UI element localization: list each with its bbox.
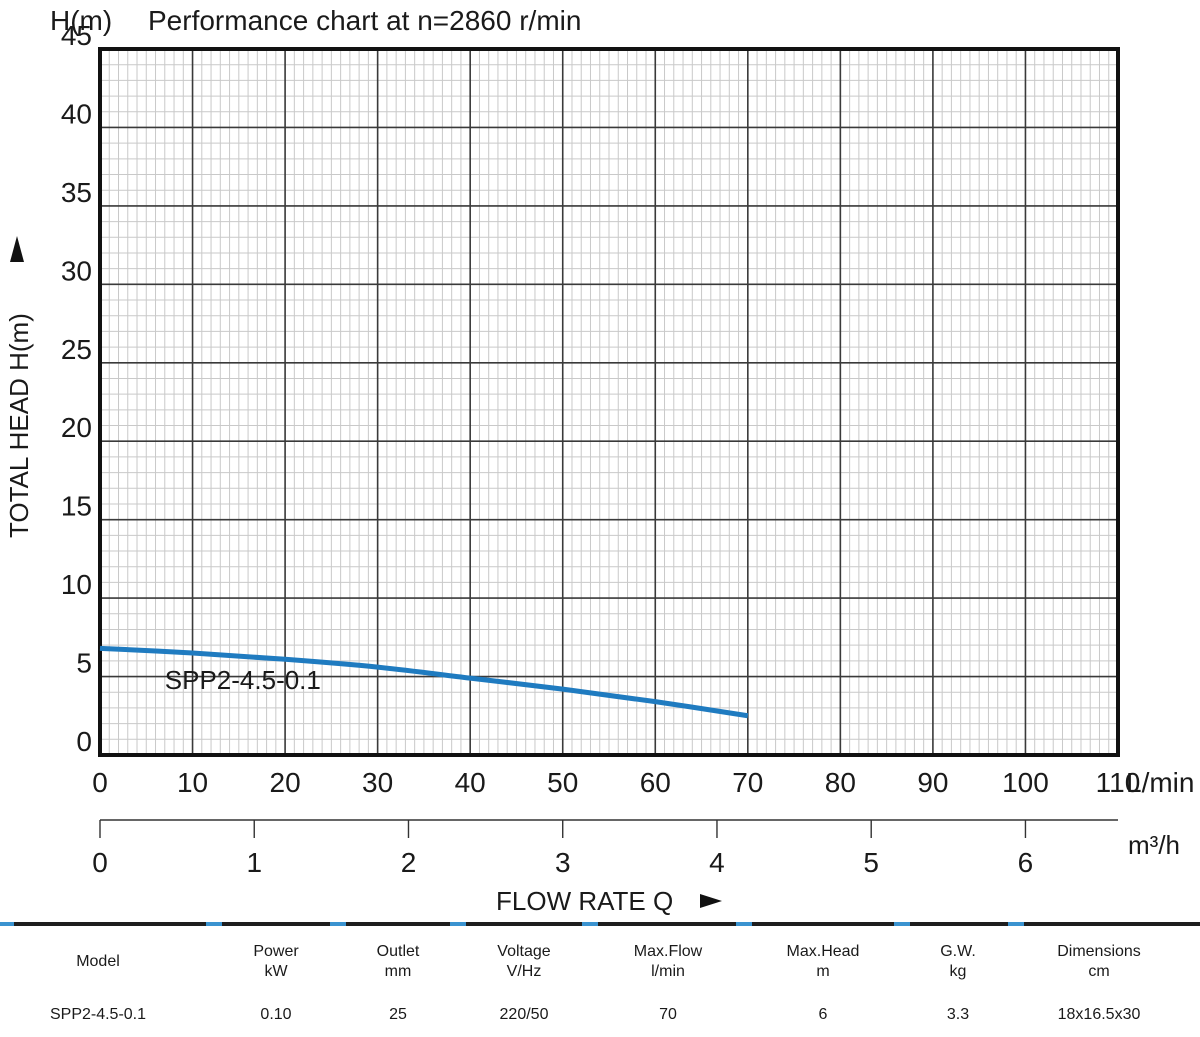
x2-tick-label: 3 [555,847,571,878]
x-tick-label: 70 [732,767,763,798]
cell-max-flow: 70 [659,1006,677,1023]
header-label: Voltage [497,943,551,960]
x-tick-label: 20 [270,767,301,798]
cell-outlet: 25 [389,1006,407,1023]
y-axis-arrow-icon [10,236,24,262]
y-tick-label: 35 [61,177,92,208]
y-tick-label: 20 [61,412,92,443]
spec-row: SPP2-4.5-0.1 0.10 25 220/50 70 6 3.3 18x… [0,994,1200,1036]
secondary-axis [99,819,1118,838]
x2-tick-label: 4 [709,847,725,878]
y-tick-labels: 0 5 10 15 20 25 30 35 40 45 [61,20,92,757]
x-tick-label: 0 [92,767,108,798]
header-unit: kg [949,963,967,980]
header-label: G.W. [940,943,976,960]
x-tick-label: 60 [640,767,671,798]
x2-tick-label: 5 [863,847,879,878]
x-tick-label: 100 [1002,767,1049,798]
chart-title: Performance chart at n=2860 r/min [148,5,581,36]
cell-dimensions: 18x16.5x30 [1057,1006,1141,1023]
y-tick-label: 5 [76,648,92,679]
x-tick-label: 10 [177,767,208,798]
x-axis-label: FLOW RATE Q [496,886,673,916]
separator-mark [582,922,598,926]
separator-mark [330,922,346,926]
header-model: Model [0,930,196,994]
cell-gw: 3.3 [946,1006,970,1023]
header-label: Model [76,953,120,970]
y-unit-label: H(m) [50,5,112,36]
y-tick-label: 40 [61,98,92,129]
cell-model: SPP2-4.5-0.1 [49,1006,147,1023]
header-unit: kW [264,963,288,980]
series-layer: SPP2-4.5-0.1 [99,645,749,719]
y-tick-label: 30 [61,255,92,286]
x-tick-label: 30 [362,767,393,798]
spec-header-row: Model Power kW Outlet mm Voltage V/Hz Max.F… [0,930,1200,994]
separator-mark [894,922,910,926]
header-max-head: Max.Head m [728,930,918,994]
y-tick-label: 45 [61,20,92,51]
header-unit: mm [384,963,412,980]
header-outlet: Outlet mm [356,930,440,994]
performance-chart: H(m) Performance chart at n=2860 r/min 0… [4,5,1194,916]
separator-mark [450,922,466,926]
cell-max-head: 6 [818,1006,828,1023]
header-unit: l/min [651,963,685,980]
cell-voltage: 220/50 [499,1006,549,1023]
header-label: Power [253,943,299,960]
x2-unit-label: m³/h [1128,830,1180,860]
series-label: SPP2-4.5-0.1 [165,665,321,695]
x2-tick-label: 2 [401,847,417,878]
plot-frame [98,47,1120,757]
header-dimensions: Dimensions cm [998,930,1200,994]
y-tick-label: 0 [76,726,92,757]
x2-tick-label: 6 [1018,847,1034,878]
header-power: Power kW [196,930,356,994]
separator-mark [736,922,752,926]
header-unit: cm [1088,963,1110,980]
header-label: Dimensions [1057,943,1141,960]
y-axis-label: TOTAL HEAD H(m) [4,313,34,538]
header-gw: G.W. kg [918,930,998,994]
x-tick-label: 110 [1096,767,1141,798]
table-separator [0,922,1200,926]
grid-minor [99,48,1119,756]
series-line [99,645,749,719]
y-tick-label: 10 [61,569,92,600]
header-unit: V/Hz [506,963,542,980]
x-tick-labels: 0 10 20 30 40 50 60 70 80 90 100 110 [92,767,1140,798]
x2-tick-label: 0 [92,847,108,878]
cell-power: 0.10 [260,1006,292,1023]
header-voltage: Voltage V/Hz [440,930,608,994]
header-unit: m [816,963,830,980]
spec-table: Model Power kW Outlet mm Voltage V/Hz Max.F… [0,930,1200,1036]
separator-mark [0,922,14,926]
x-tick-label: 40 [455,767,486,798]
x-axis-arrow-icon [700,894,722,908]
separator-mark [1008,922,1024,926]
x-unit-label: L/min [1126,767,1194,798]
y-tick-label: 25 [61,334,92,365]
x2-tick-labels: 0 1 2 3 4 5 6 [92,847,1033,878]
x-tick-label: 50 [547,767,578,798]
y-tick-label: 15 [61,491,92,522]
separator-mark [206,922,222,926]
header-label: Max.Flow [633,943,703,960]
x-tick-label: 80 [825,767,856,798]
x-tick-label: 90 [917,767,948,798]
x2-tick-label: 1 [246,847,262,878]
header-max-flow: Max.Flow l/min [608,930,728,994]
header-label: Outlet [376,943,420,960]
header-label: Max.Head [786,943,860,960]
